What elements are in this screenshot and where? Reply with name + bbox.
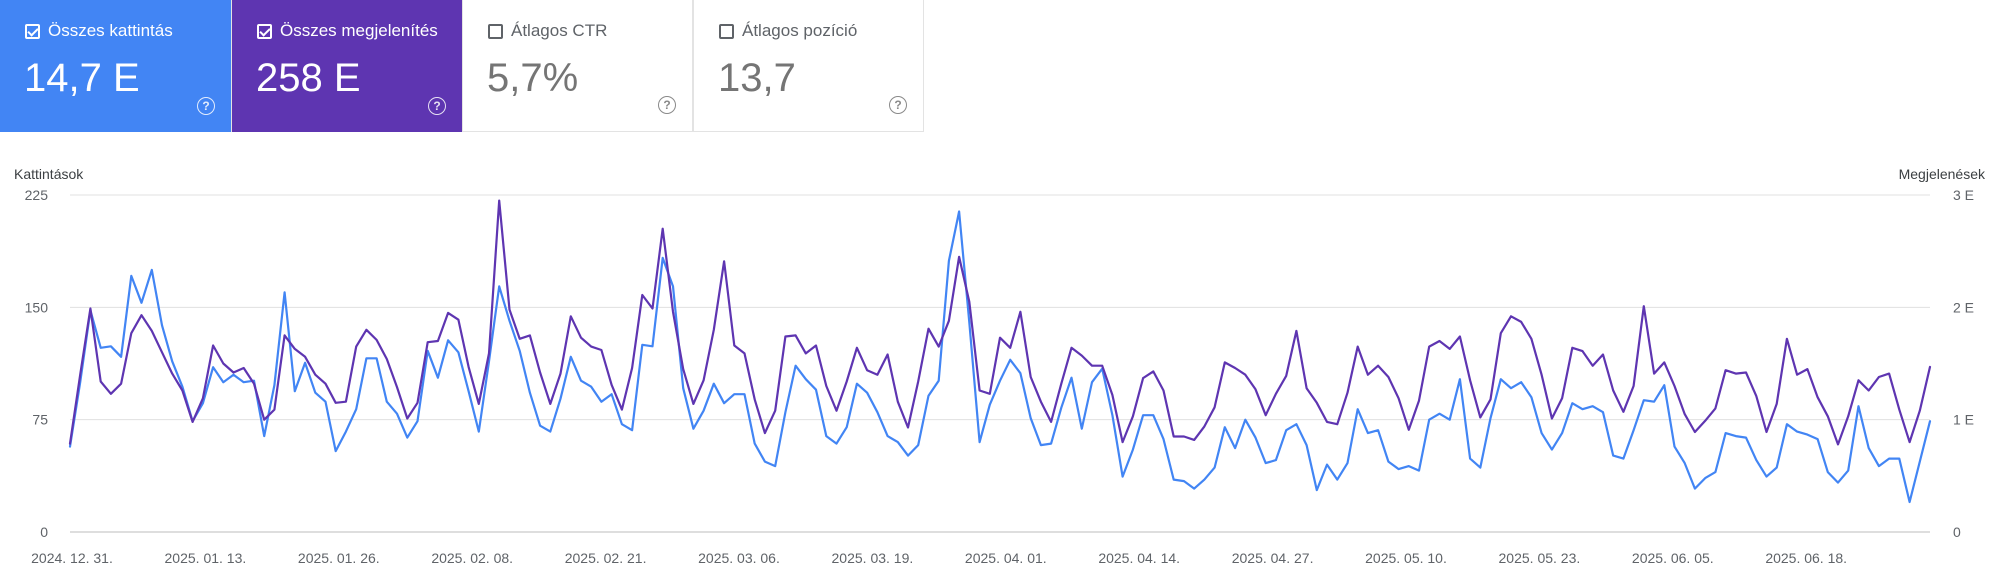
checkbox-icon[interactable] (719, 23, 734, 39)
card-value: 5,7% (487, 56, 579, 100)
card-label: Átlagos pozíció (742, 21, 858, 40)
x-tick-label: 2025. 01. 26. (298, 550, 380, 566)
card-total-impressions[interactable]: Összes megjelenítés 258 E ? (231, 0, 462, 132)
card-header: Átlagos pozíció (719, 21, 857, 41)
checkbox-icon[interactable] (488, 23, 503, 39)
help-icon[interactable]: ? (889, 96, 907, 114)
help-icon[interactable]: ? (658, 96, 676, 114)
card-header: Átlagos CTR (488, 21, 607, 41)
performance-chart[interactable]: Kattintások Megjelenések 0 0 75 1 E 150 2 E 225 3… (0, 150, 1999, 581)
right-tick-label: 0 (1953, 524, 1961, 540)
right-tick-label: 2 E (1953, 299, 1974, 315)
x-tick-label: 2024. 12. 31. (31, 550, 113, 566)
x-tick-label: 2025. 03. 06. (698, 550, 780, 566)
x-tick-label: 2025. 01. 13. (165, 550, 247, 566)
left-tick-label: 225 (25, 187, 49, 203)
card-label: Összes megjelenítés (280, 21, 438, 40)
card-label: Összes kattintás (48, 21, 173, 40)
card-header: Összes megjelenítés (257, 21, 438, 41)
x-tick-label: 2025. 05. 10. (1365, 550, 1447, 566)
left-tick-label: 75 (32, 412, 48, 428)
left-tick-label: 0 (40, 524, 48, 540)
metric-cards: Összes kattintás 14,7 E ? Összes megjele… (0, 0, 924, 132)
x-tick-label: 2025. 03. 19. (832, 550, 914, 566)
right-axis-title: Megjelenések (1899, 166, 1986, 182)
left-tick-label: 150 (25, 299, 49, 315)
right-tick-label: 3 E (1953, 187, 1974, 203)
left-axis-title: Kattintások (14, 166, 84, 182)
x-tick-label: 2025. 04. 27. (1232, 550, 1314, 566)
help-icon[interactable]: ? (197, 97, 215, 115)
card-header: Összes kattintás (25, 21, 173, 41)
x-tick-label: 2025. 02. 21. (565, 550, 647, 566)
x-tick-label: 2025. 05. 23. (1499, 550, 1581, 566)
x-tick-label: 2025. 04. 01. (965, 550, 1047, 566)
clicks-series-line (68, 210, 1932, 504)
checkbox-icon[interactable] (257, 23, 272, 39)
x-tick-label: 2025. 06. 05. (1632, 550, 1714, 566)
x-tick-label: 2025. 06. 18. (1765, 550, 1847, 566)
impressions-series-line (68, 199, 1932, 446)
card-average-position[interactable]: Átlagos pozíció 13,7 ? (693, 0, 924, 132)
x-tick-label: 2025. 04. 14. (1098, 550, 1180, 566)
card-value: 14,7 E (24, 56, 140, 100)
card-value: 13,7 (718, 56, 796, 100)
card-total-clicks[interactable]: Összes kattintás 14,7 E ? (0, 0, 231, 132)
card-value: 258 E (256, 56, 361, 100)
checkbox-icon[interactable] (25, 23, 40, 39)
x-tick-label: 2025. 02. 08. (431, 550, 513, 566)
right-tick-label: 1 E (1953, 412, 1974, 428)
help-icon[interactable]: ? (428, 97, 446, 115)
card-label: Átlagos CTR (511, 21, 608, 40)
card-average-ctr[interactable]: Átlagos CTR 5,7% ? (462, 0, 693, 132)
